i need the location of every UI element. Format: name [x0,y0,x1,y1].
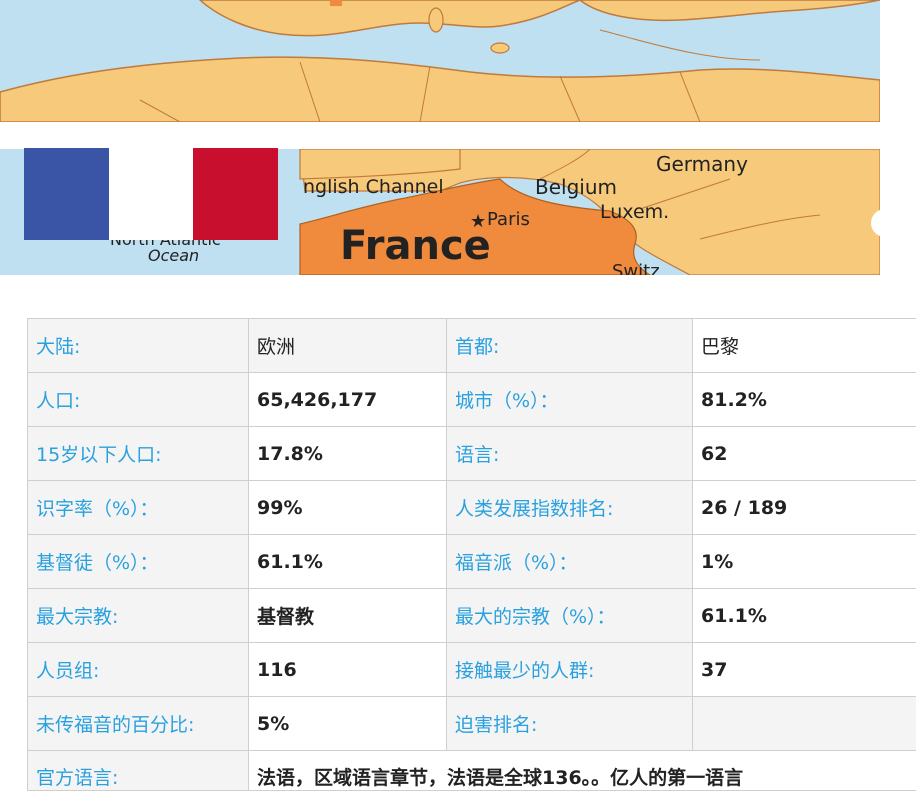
label-christian: 基督徒（%）： [28,535,249,589]
label-largest-religion-pct: 最大的宗教（%）： [447,589,693,643]
map-label-germany: Germany [656,152,748,176]
table-row: 官方语言: 法语，区域语言章节，法语是全球136。。亿人的第一语言 [28,751,916,791]
label-least-reached: 接触最少的人群: [447,643,693,697]
label-people-groups: 人员组: [28,643,249,697]
map-label-channel: nglish Channel [303,176,444,198]
label-urban: 城市（%）： [447,373,693,427]
label-official-language: 官方语言: [28,751,249,791]
label-under-15: 15岁以下人口: [28,427,249,481]
map-label-paris: Paris [487,209,530,230]
map-label-belgium: Belgium [535,175,617,199]
label-largest-religion: 最大宗教: [28,589,249,643]
value-largest-religion: 基督教 [249,589,447,643]
value-capital: 巴黎 [693,319,916,373]
value-christian: 61.1% [249,535,447,589]
value-evangelical: 1% [693,535,916,589]
table-row: 人员组: 116 接触最少的人群: 37 [28,643,916,697]
map-label-luxem: Luxem. [600,201,669,223]
table-row: 大陆: 欧洲 首都: 巴黎 [28,319,916,373]
europe-map-top [0,0,880,122]
value-people-groups: 116 [249,643,447,697]
label-literacy: 识字率（%）： [28,481,249,535]
value-least-reached: 37 [693,643,916,697]
value-hdi-rank: 26 / 189 [693,481,916,535]
value-persecution-rank [693,697,916,751]
french-flag [24,148,278,240]
map-label-france: France [340,223,491,269]
label-population: 人口: [28,373,249,427]
table-row: 最大宗教: 基督教 最大的宗教（%）： 61.1% [28,589,916,643]
value-continent: 欧洲 [249,319,447,373]
country-info-table: 大陆: 欧洲 首都: 巴黎 人口: 65,426,177 城市（%）： 81.2… [27,318,916,791]
value-languages: 62 [693,427,916,481]
label-unevangelized: 未传福音的百分比: [28,697,249,751]
flag-stripe-blue [24,148,109,240]
label-persecution-rank: 迫害排名: [447,697,693,751]
value-under-15: 17.8% [249,427,447,481]
europe-map-graphic [0,0,880,122]
value-unevangelized: 5% [249,697,447,751]
flag-stripe-red [193,148,278,240]
value-population: 65,426,177 [249,373,447,427]
label-evangelical: 福音派（%）： [447,535,693,589]
value-largest-religion-pct: 61.1% [693,589,916,643]
label-capital: 首都: [447,319,693,373]
label-continent: 大陆: [28,319,249,373]
value-urban: 81.2% [693,373,916,427]
flag-stripe-white [109,148,194,240]
label-hdi-rank: 人类发展指数排名: [447,481,693,535]
table-row: 人口: 65,426,177 城市（%）： 81.2% [28,373,916,427]
table-row: 识字率（%）： 99% 人类发展指数排名: 26 / 189 [28,481,916,535]
map-label-ocean-bottom: Ocean [148,246,199,265]
map-label-switz: Switz [612,261,660,275]
label-languages: 语言: [447,427,693,481]
table-row: 15岁以下人口: 17.8% 语言: 62 [28,427,916,481]
value-official-language: 法语，区域语言章节，法语是全球136。。亿人的第一语言 [249,751,916,791]
value-literacy: 99% [249,481,447,535]
table-row: 未传福音的百分比: 5% 迫害排名: [28,697,916,751]
table-row: 基督徒（%）： 61.1% 福音派（%）： 1% [28,535,916,589]
